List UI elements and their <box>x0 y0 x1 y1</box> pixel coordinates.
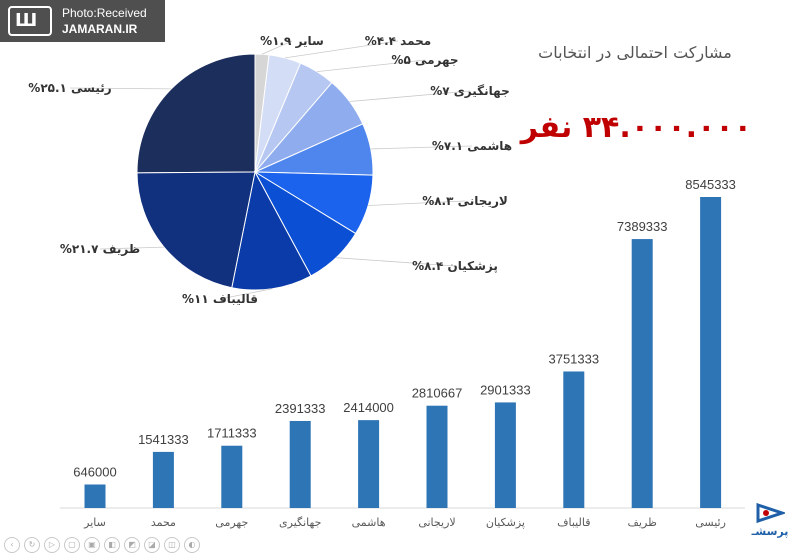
pie-leader-line <box>370 145 473 150</box>
x-tick-label: سایر <box>83 516 106 529</box>
x-tick-label: جهرمی <box>215 516 248 529</box>
bar-value-label: 3751333 <box>548 351 599 366</box>
toolbar-icon[interactable]: ◪ <box>144 537 160 553</box>
watermark: Ш Photo:Received JAMARAN.IR <box>0 0 165 42</box>
bar <box>289 420 311 508</box>
toolbar-icon[interactable]: ◫ <box>164 537 180 553</box>
bar-value-label: 2901333 <box>480 382 531 397</box>
x-tick-label: لاریجانی <box>418 516 455 529</box>
pie-leader-line <box>316 59 426 73</box>
pie-slice <box>136 171 256 289</box>
bar-value-label: 1711333 <box>207 426 257 441</box>
pie-leader-line <box>368 200 466 206</box>
chart-title: مشارکت احتمالی در انتخابات <box>538 43 732 62</box>
bar-chart: 646000 سایر 1541333 محمد 1711333 جهرمی 2391333… <box>60 177 745 529</box>
pie-slice-label: جهانگیری ۷% <box>430 84 509 98</box>
toolbar-icon[interactable]: ▣ <box>84 537 100 553</box>
pie-slice-label: محمد ۴.۴% <box>365 34 431 48</box>
bar <box>700 197 722 508</box>
pie-chart <box>136 53 374 291</box>
toolbar-icon[interactable]: ◩ <box>124 537 140 553</box>
pie-leader-line <box>99 246 165 250</box>
pie-slice-label: پزشکیان ۸.۴% <box>412 259 498 273</box>
pie-slice-label: رئیسی ۲۵.۱% <box>28 81 111 95</box>
pie-leader-line <box>261 40 293 55</box>
pie-slice <box>231 170 312 291</box>
pie-leader-line <box>69 87 172 90</box>
bar <box>631 239 653 508</box>
bar <box>152 451 174 508</box>
x-tick-label: رئیسی <box>695 516 726 529</box>
photo-logo-icon: Ш <box>8 6 52 36</box>
pie-slice-label: سایر ۱.۹% <box>260 34 324 48</box>
x-tick-label: هاشمی <box>352 516 386 529</box>
toolbar-icon[interactable]: ▢ <box>64 537 80 553</box>
pie-labels: رئیسی ۲۵.۱% سایر ۱.۹% محمد ۴.۴% جهرمی ۵% جها… <box>28 34 512 306</box>
bar-value-label: 2414000 <box>343 400 394 415</box>
x-tick-label: قالیباف <box>557 516 590 529</box>
watermark-line2: JAMARAN.IR <box>62 22 138 36</box>
bar <box>426 405 448 508</box>
viewer-toolbar: ‹ ↻ ▷ ▢ ▣ ◧ ◩ ◪ ◫ ◐ <box>4 537 200 553</box>
pie-slice-label: جهرمی ۵% <box>391 53 458 67</box>
pie-slice-label: قالیباف ۱۱% <box>182 292 258 306</box>
x-tick-label: ظریف <box>628 516 658 529</box>
pie-leader-line <box>336 257 456 267</box>
bar <box>563 371 585 508</box>
x-tick-label: جهانگیری <box>279 516 321 529</box>
bar-value-label: 8545333 <box>685 177 736 192</box>
bar <box>358 420 380 508</box>
toolbar-icon[interactable]: ◧ <box>104 537 120 553</box>
bar-value-label: 2810667 <box>412 386 463 401</box>
bar <box>84 484 106 508</box>
x-tick-label: محمد <box>151 516 176 529</box>
bar <box>221 445 243 508</box>
pie-leader-line <box>219 288 273 300</box>
bar-value-label: 646000 <box>73 464 116 479</box>
pie-slice <box>136 53 256 174</box>
chart-subtitle: ۳۴.۰۰۰.۰۰۰ نفر <box>520 110 752 145</box>
pie-leader-line <box>349 90 471 102</box>
x-tick-label: پزشکیان <box>486 516 525 529</box>
brand-logo: پرسشـ <box>748 501 792 541</box>
toolbar-icon[interactable]: ▷ <box>44 537 60 553</box>
bar-value-label: 1541333 <box>138 432 189 447</box>
toolbar-icon[interactable]: ‹ <box>4 537 20 553</box>
pie-slice-label: ظریف ۲۱.۷% <box>60 242 140 256</box>
brand-mark-icon <box>755 501 787 525</box>
watermark-line1: Photo:Received <box>62 6 147 20</box>
pie-leader-line <box>285 40 399 59</box>
bar-value-label: 7389333 <box>617 219 668 234</box>
pie-slice-label: لاریجانی ۸.۳% <box>422 194 508 208</box>
brand-label: پرسشـ <box>751 525 789 538</box>
bar <box>494 402 516 508</box>
bar-value-label: 2391333 <box>275 401 326 416</box>
pie-slice-label: هاشمی ۷.۱% <box>432 139 512 153</box>
toolbar-icon[interactable]: ◐ <box>184 537 200 553</box>
toolbar-icon[interactable]: ↻ <box>24 537 40 553</box>
